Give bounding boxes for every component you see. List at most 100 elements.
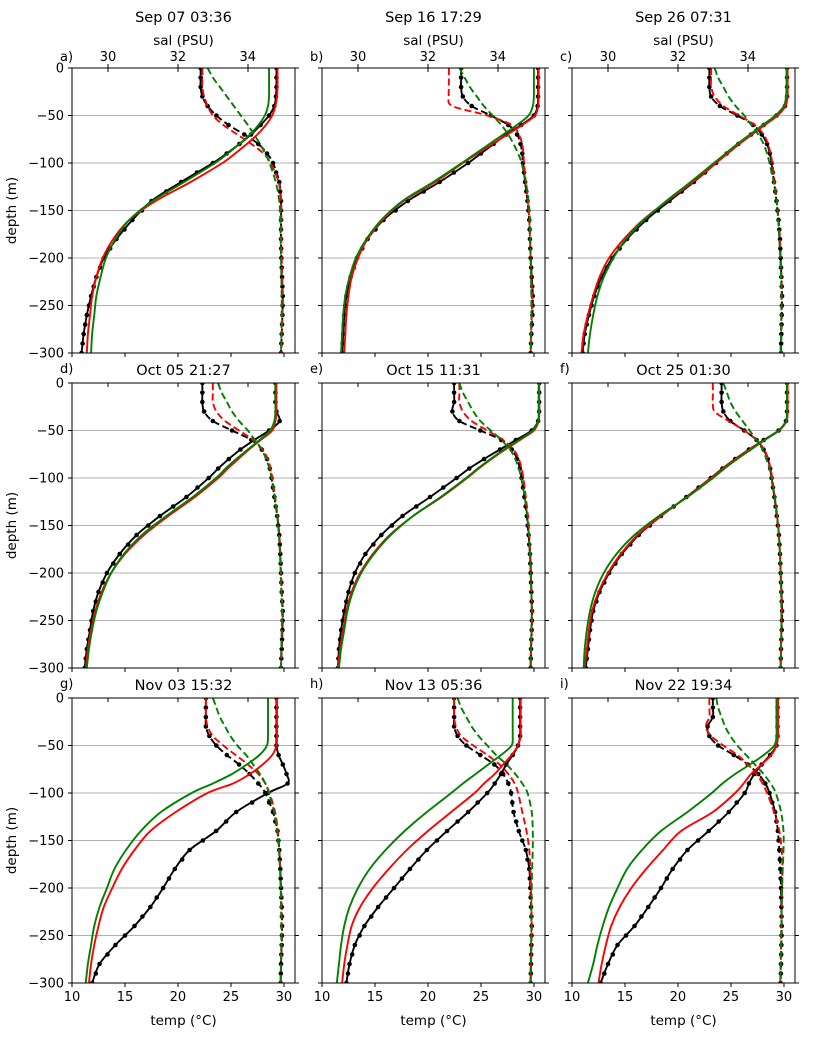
panel-b: b) Sep 16 17:29 sal (PSU) 30 32 34 [310,10,549,357]
panel-i-model-red-salinity-line [704,698,784,983]
panel-i-model-green-temperature-line [586,698,778,983]
panel-c-model-green-temperature-line [586,68,788,353]
panel-a-model-red-salinity-line [201,68,284,353]
tick-marks [318,382,549,672]
depth-tick-label: −50 [37,109,64,124]
sal-axis-label: sal (PSU) [653,33,713,49]
sal-tick-label: 30 [100,50,117,65]
temp-axis-label: temp (°C) [650,1013,716,1029]
panel-g-model-red-temperature-line [88,698,278,983]
depth-tick-label: −150 [28,834,64,849]
depth-tick-label: −300 [28,662,64,677]
panel-e: e) Oct 15 11:31 [310,362,549,672]
panel-h-model-red-salinity-line [453,698,533,983]
panel-i-model-red-temperature-line [597,698,780,983]
depth-tick-label: −50 [37,424,64,439]
depth-tick-label: −200 [28,252,64,267]
panel-c-letter: c) [560,50,572,65]
temp-tick-label: 20 [670,990,687,1005]
temp-tick-label: 15 [117,990,134,1005]
temp-tick-label: 25 [723,990,740,1005]
panel-b-title: Sep 16 17:29 [385,10,482,26]
depth-tick-label: 0 [56,62,64,77]
panel-d-letter: d) [60,362,73,377]
depth-tick-label: −250 [28,614,64,629]
depth-axis-label: depth (m) [4,807,20,874]
panel-h-model-red-temperature-line [341,698,522,983]
depth-axis-label: depth (m) [4,492,20,559]
tick-marks [568,382,799,672]
temp-tick-label: 30 [776,990,793,1005]
depth-tick-label: −250 [28,299,64,314]
panel-f-model-green-temperature-line [582,383,789,668]
panel-d: d) Oct 05 21:27 0 −50 −100 −150 −200 −250 −300 de… [4,362,299,677]
temp-tick-label: 30 [526,990,543,1005]
temp-tick-label: 15 [617,990,634,1005]
temp-axis-label: temp (°C) [150,1013,216,1029]
panel-c-model-red-temperature-line [580,68,789,353]
temp-tick-label: 10 [564,990,581,1005]
panel-e-model-red-salinity-line [458,383,534,668]
depth-tick-label: 0 [56,692,64,707]
panel-e-letter: e) [310,362,323,377]
panel-a-model-green-salinity-line [206,68,283,353]
depth-axis-label: depth (m) [4,177,20,244]
temp-tick-label: 25 [473,990,490,1005]
panel-c-model-green-salinity-line [713,68,783,353]
panel-c-title: Sep 26 07:31 [635,10,732,26]
temp-tick-label: 15 [367,990,384,1005]
panel-g-model-green-temperature-line [84,698,270,983]
tick-marks [318,697,549,987]
panel-g-title: Nov 03 15:32 [135,678,233,694]
temp-tick-label: 10 [314,990,331,1005]
panel-h-model-green-salinity-line [456,698,534,983]
panel-d-title: Oct 05 21:27 [136,363,231,379]
depth-tick-label: −150 [28,519,64,534]
tick-marks [568,697,799,987]
temp-tick-label: 10 [64,990,81,1005]
temp-tick-label: 20 [170,990,187,1005]
panel-b-letter: b) [310,50,323,65]
depth-tick-label: −200 [28,882,64,897]
sal-tick-label: 32 [420,50,437,65]
panel-c: c) Sep 26 07:31 sal (PSU) 30 32 34 [560,10,799,357]
panel-h: h) Nov 13 05:36 10 15 20 25 30 temp (°C) [310,677,549,1029]
panel-h-letter: h) [310,677,323,692]
sal-tick-label: 32 [670,50,687,65]
temp-tick-label: 25 [223,990,240,1005]
sal-tick-label: 34 [490,50,507,65]
temp-tick-label: 20 [420,990,437,1005]
panel-c-observed-salinity-line [708,68,784,353]
panel-i-model-green-salinity-line [715,698,785,983]
panel-g-letter: g) [60,677,73,692]
depth-tick-label: 0 [56,377,64,392]
panel-i-title: Nov 22 19:34 [635,678,733,694]
sal-tick-label: 30 [350,50,367,65]
panel-a-model-red-temperature-line [85,68,279,353]
panel-h-title: Nov 13 05:36 [385,678,483,694]
temp-tick-label: 30 [276,990,293,1005]
tick-marks [68,64,299,357]
panel-e-model-green-salinity-line [458,383,533,668]
sal-tick-label: 32 [170,50,187,65]
panel-g: g) Nov 03 15:32 10 15 20 25 30 temp (°C) 0 −50 −10… [4,677,299,1029]
sal-axis-label: sal (PSU) [403,33,463,49]
sal-tick-label: 30 [600,50,617,65]
panel-a-title: Sep 07 03:36 [135,10,232,26]
depth-tick-label: −100 [28,787,64,802]
temp-axis-label: temp (°C) [400,1013,466,1029]
panel-d-model-red-temperature-line [84,383,278,668]
panel-g-model-green-salinity-line [211,698,283,983]
panel-b-observed-salinity-line [460,68,534,353]
panel-d-model-green-salinity-line [217,383,284,668]
sal-tick-label: 34 [240,50,257,65]
depth-tick-label: −200 [28,567,64,582]
panel-e-title: Oct 15 11:31 [386,363,481,379]
depth-tick-label: −100 [28,157,64,172]
panel-f-model-green-salinity-line [722,383,783,668]
tick-marks [568,64,799,357]
tick-marks [68,382,299,672]
panel-a-letter: a) [60,50,73,65]
